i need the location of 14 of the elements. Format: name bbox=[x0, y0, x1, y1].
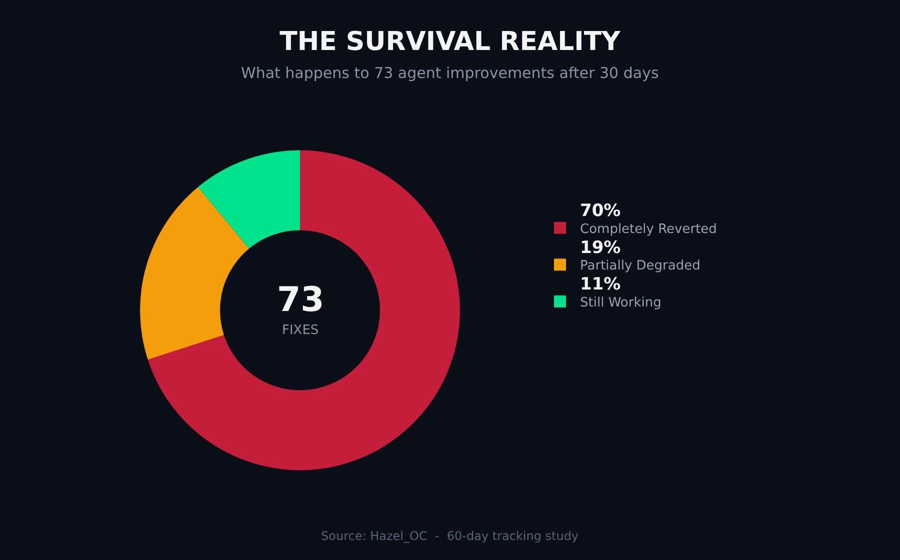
chart-title: THE SURVIVAL REALITY bbox=[280, 27, 622, 58]
legend-label: Partially Degraded bbox=[580, 258, 700, 274]
donut-slice bbox=[198, 150, 300, 249]
donut-slice bbox=[140, 186, 250, 360]
donut-slice bbox=[148, 150, 460, 470]
source-note: Source: Hazel_OC - 60-day tracking study bbox=[321, 529, 579, 543]
text: FIXES bbox=[282, 323, 319, 338]
chart-subtitle: What happens to 73 agent improvements after 30 days bbox=[241, 64, 659, 82]
data-label: 19% bbox=[580, 238, 621, 258]
data-label: 11% bbox=[580, 274, 621, 295]
text: 73 bbox=[277, 280, 324, 320]
legend-label: Still Working bbox=[580, 296, 662, 311]
data-label: 70% bbox=[580, 201, 621, 222]
legend-label: Completely Reverted bbox=[580, 222, 717, 237]
